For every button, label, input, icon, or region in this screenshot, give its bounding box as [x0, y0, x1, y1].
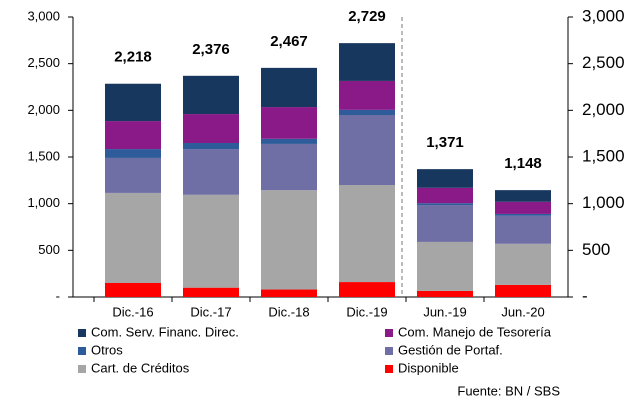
y-tick-label: -: [56, 288, 60, 303]
x-tick-label: Jun.-20: [501, 304, 544, 319]
legend-swatch: [385, 365, 393, 373]
y2-tick-label: 1,000: [582, 193, 625, 212]
y-tick-label: 1,000: [27, 195, 60, 210]
legend-label: Disponible: [398, 360, 459, 375]
x-tick-label: Dic.-19: [346, 304, 387, 319]
source-note: Fuente: BN / SBS: [457, 383, 560, 398]
bar-segment: [417, 169, 473, 188]
bar-segment: [339, 80, 395, 110]
total-label: 1,148: [504, 155, 542, 172]
bar-segment: [261, 138, 317, 144]
bar-segment: [183, 143, 239, 150]
total-label: 2,729: [348, 8, 386, 25]
bar-segment: [183, 149, 239, 195]
bar-segment: [495, 201, 551, 214]
total-label: 2,376: [192, 41, 230, 58]
bar-segment: [261, 67, 317, 108]
total-label: 2,218: [114, 49, 152, 66]
bar-segment: [105, 83, 161, 122]
bar-segment: [183, 194, 239, 288]
y-tick-label: 3,000: [27, 8, 60, 23]
bar-segment: [417, 241, 473, 291]
bar-segment: [105, 192, 161, 283]
bar-segment: [261, 289, 317, 297]
legend-swatch: [78, 365, 86, 373]
bar-segment: [417, 187, 473, 204]
bar-segment: [339, 282, 395, 297]
y2-tick-label: 3,000: [582, 6, 625, 25]
y-tick-label: 1,500: [27, 148, 60, 163]
bar-segment: [183, 75, 239, 115]
legend-label: Cart. de Créditos: [91, 360, 190, 375]
bar-segment: [105, 157, 161, 193]
bar-segment: [183, 287, 239, 297]
bar-segment: [339, 109, 395, 115]
bar-segment: [495, 215, 551, 244]
x-tick-label: Dic.-17: [190, 304, 231, 319]
bar-segment: [495, 213, 551, 216]
legend-label: Com. Manejo de Tesorería: [398, 324, 552, 339]
y2-tick-label: 1,500: [582, 146, 625, 165]
bar-segment: [417, 290, 473, 297]
x-tick-label: Dic.-18: [268, 304, 309, 319]
legend-swatch: [78, 329, 86, 337]
x-tick-label: Jun.-19: [423, 304, 466, 319]
y-tick-label: 500: [38, 242, 60, 257]
bar-segment: [495, 284, 551, 297]
bar-segment: [105, 149, 161, 158]
y-tick-label: 2,500: [27, 55, 60, 70]
y2-tick-label: 2,500: [582, 53, 625, 72]
y-tick-label: 2,000: [27, 102, 60, 117]
x-tick-label: Dic.-16: [112, 304, 153, 319]
bar-segment: [339, 185, 395, 283]
bar-segment: [183, 114, 239, 143]
bar-segment: [495, 190, 551, 202]
legend-label: Gestión de Portaf.: [398, 342, 503, 357]
legend-swatch: [385, 329, 393, 337]
bar-segment: [261, 143, 317, 191]
y2-tick-label: 2,000: [582, 100, 625, 119]
legend-label: Com. Serv. Financ. Direc.: [91, 324, 239, 339]
bar-segment: [417, 205, 473, 242]
total-label: 2,467: [270, 33, 308, 50]
legend-swatch: [385, 347, 393, 355]
legend-swatch: [78, 347, 86, 355]
bar-segment: [105, 121, 161, 150]
bar-segment: [417, 203, 473, 206]
bar-segment: [339, 115, 395, 185]
legend-label: Otros: [91, 342, 123, 357]
bar-segment: [261, 190, 317, 290]
bar-segment: [495, 243, 551, 285]
y2-tick-label: 500: [582, 240, 610, 259]
y2-tick-label: -: [582, 286, 588, 305]
bar-segment: [261, 107, 317, 139]
bar-segment: [105, 283, 161, 297]
total-label: 1,371: [426, 134, 464, 151]
bar-segment: [339, 43, 395, 81]
